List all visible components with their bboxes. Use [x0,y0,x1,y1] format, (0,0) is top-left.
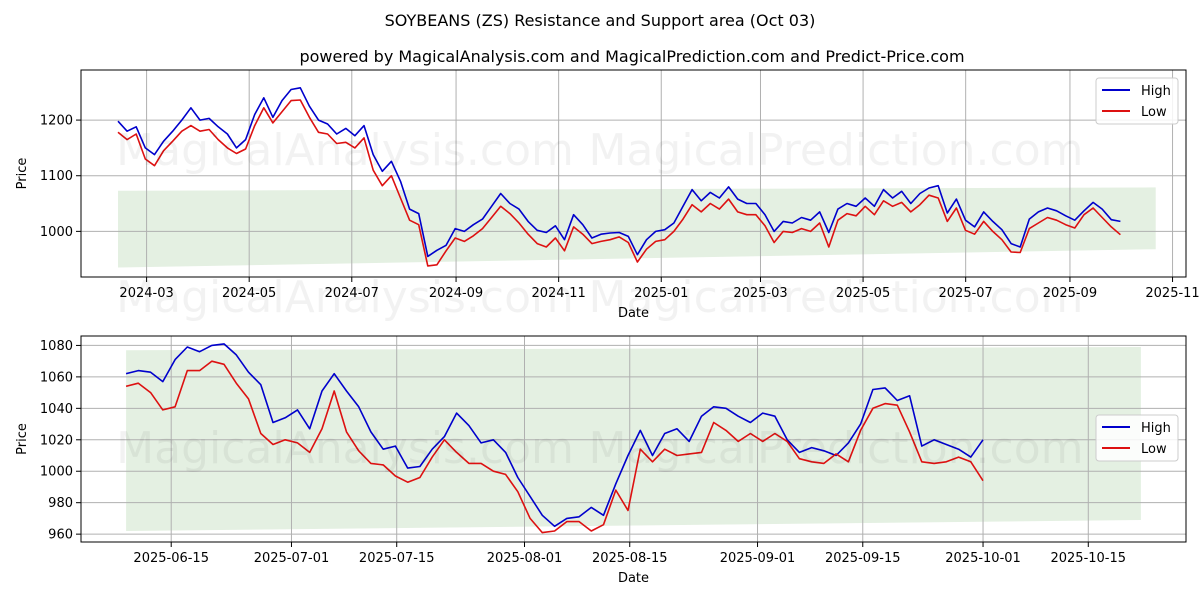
x-tick-label: 2025-05 [836,286,890,301]
x-tick-label: 2025-08-15 [592,551,668,566]
y-tick-label: 1000 [40,465,73,480]
x-tick-label: 2025-07 [939,286,993,301]
x-tick-label: 2024-11 [531,286,585,301]
y-tick-label: 1060 [40,370,73,385]
lower-chart-panel: 2025-06-15 2025-07-01 2025-07-15 2025-08-01… [15,335,1187,586]
watermark-prediction-top: MagicalPrediction.com [589,125,1084,176]
x-tick-label: 2025-09-01 [720,551,796,566]
x-tick-label: 2025-10-15 [1050,551,1126,566]
x-tick-label: 2024-09 [429,286,483,301]
chart-legend: High Low [1095,414,1179,462]
y-axis-label: Price [15,423,30,455]
watermark-analysis-top: MagicalAnalysis.com [116,125,574,176]
support-resistance-band [118,187,1156,268]
x-tick-label: 2025-09-15 [825,551,901,566]
chart-subtitle: powered by MagicalAnalysis.com and Magic… [299,47,964,66]
y-tick-label: 1000 [40,225,73,240]
plot-frame [80,335,1187,543]
x-axis-label: Date [618,306,649,321]
x-tick-label: 2025-07-15 [359,551,435,566]
x-tick-label: 2025-10-01 [945,551,1021,566]
y-axis-label: Price [15,158,30,190]
y-tick-label: 1020 [40,433,73,448]
plot-frame [80,69,1187,278]
x-tick-label: 2025-11 [1145,286,1199,301]
chart-title: SOYBEANS (ZS) Resistance and Support are… [385,11,816,30]
y-tick-label: 1080 [40,339,73,354]
legend-label-high: High [1141,84,1171,99]
x-tick-label: 2025-08-01 [487,551,563,566]
upper-chart-panel: 2024-03 2024-05 2024-07 2024-09 2024-11 2025-… [15,69,1200,321]
watermark-prediction-bottom: MagicalPrediction.com [589,423,1084,474]
watermarks: MagicalAnalysis.com MagicalPrediction.co… [116,125,1083,474]
x-tick-label: 2025-01 [634,286,688,301]
watermark-prediction-mid: MagicalPrediction.com [589,272,1084,323]
legend-label-high: High [1141,421,1171,436]
low-price-line [125,360,984,534]
high-price-line [125,343,984,528]
x-tick-label: 2024-05 [222,286,276,301]
y-tick-label: 1200 [40,114,73,129]
legend-label-low: Low [1141,442,1167,457]
x-tick-label: 2025-09 [1043,286,1097,301]
y-tick-label: 1040 [40,402,73,417]
low-price-line [117,99,1121,267]
legend-label-low: Low [1141,105,1167,120]
y-tick-label: 960 [48,528,73,543]
x-tick-label: 2024-07 [325,286,379,301]
x-tick-label: 2024-03 [119,286,173,301]
watermark-analysis-mid: MagicalAnalysis.com [116,272,574,323]
x-tick-label: 2025-03 [733,286,787,301]
x-tick-label: 2025-06-15 [133,551,209,566]
watermark-analysis-bottom: MagicalAnalysis.com [116,423,574,474]
high-price-line [117,87,1121,258]
x-tick-label: 2025-07-01 [254,551,330,566]
y-tick-label: 980 [48,496,73,511]
x-axis-label: Date [618,571,649,586]
support-resistance-band [126,347,1141,531]
y-tick-label: 1100 [40,169,73,184]
chart-legend: High Low [1095,77,1179,125]
